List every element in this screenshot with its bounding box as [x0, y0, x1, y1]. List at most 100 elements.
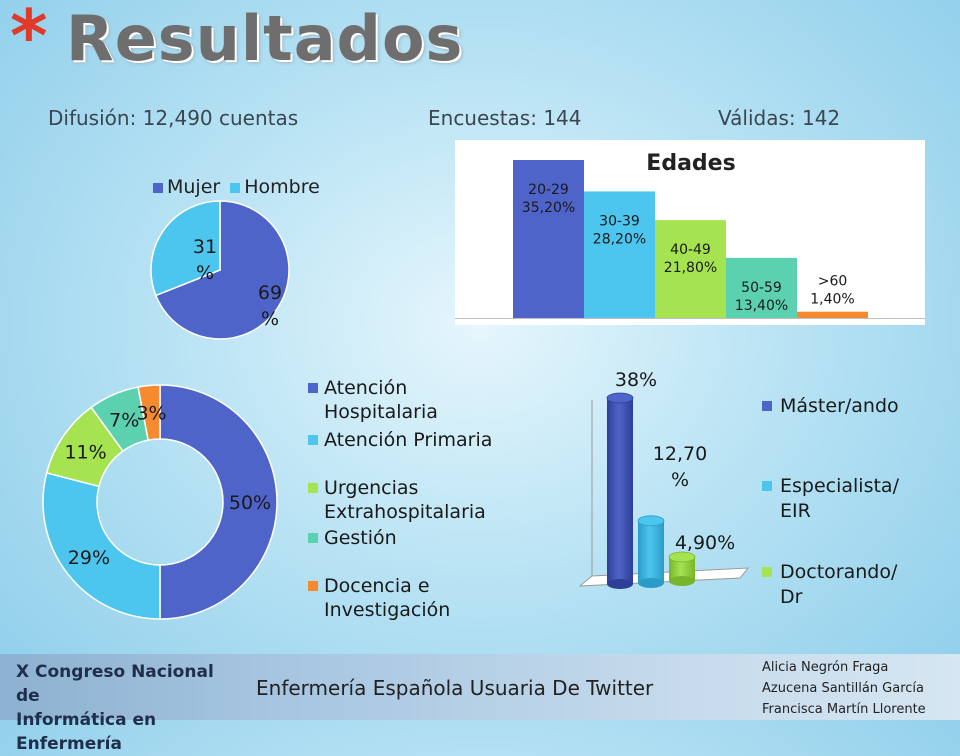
category-label: >60	[818, 274, 848, 290]
legend-label-line: Hospitalaria	[324, 401, 438, 423]
cylinder-body	[607, 398, 633, 584]
legend-item: Atención Hospitalaria	[306, 376, 556, 424]
category-label: 20-29	[528, 182, 569, 198]
legend-item: Gestión	[306, 526, 556, 550]
legend-item: Doctorando/Dr	[762, 560, 952, 610]
data-label: 4,90%	[675, 532, 735, 554]
legend-label: Máster/ando	[780, 394, 952, 419]
legend-swatch	[230, 183, 241, 193]
data-label: 31	[193, 236, 217, 258]
legend-label-line: Especialista/	[780, 475, 899, 497]
logo-line-2: Informática en Enfermería	[16, 710, 157, 754]
cylinder-bar	[668, 551, 696, 586]
legend-swatch	[308, 533, 318, 543]
donut-slice	[42, 471, 161, 620]
legend-item: Urgencias Extrahospitalaria	[306, 476, 556, 524]
edades-bar-chart: Edades 20-29 35,20% 30-39 28,20% 40-49 21,80% 5…	[455, 140, 925, 325]
asterisk-icon: *	[10, 0, 48, 78]
cylinder-bar	[606, 392, 634, 589]
legend-label-line: Investigación	[324, 599, 451, 621]
data-label: %	[671, 469, 689, 491]
legend-label-line: Docencia e	[324, 575, 430, 597]
legend-label-line: Gestión	[324, 527, 397, 549]
author-name: Francisca Martín Llorente	[762, 702, 926, 717]
category-label: 30-39	[599, 213, 640, 229]
data-label: 21,80%	[664, 260, 717, 276]
cylinder-top	[668, 551, 696, 563]
legend-label-mujer: Mujer	[167, 176, 221, 198]
footer-subtitle: Enfermería Española Usuaria De Twitter	[256, 676, 654, 700]
bar	[655, 220, 726, 318]
data-label: 11%	[64, 441, 106, 463]
legend-item: Especialista/EIR	[762, 474, 952, 524]
bar	[797, 311, 868, 318]
cylinder-top	[606, 392, 634, 404]
cylinder-bottom	[669, 576, 695, 586]
legend-swatch	[308, 483, 318, 493]
bar	[513, 160, 584, 318]
legend-swatch	[762, 481, 772, 491]
data-label: 29%	[68, 547, 110, 569]
data-label: %	[196, 262, 214, 284]
cylinder-body	[638, 520, 664, 583]
legend-label-line: Atención	[324, 377, 408, 399]
congress-logo: X Congreso Nacional de Informática en En…	[8, 660, 221, 754]
cylinder-bottom	[638, 578, 664, 588]
legend-label-line: Dr	[780, 586, 803, 608]
legend-swatch	[762, 567, 772, 577]
legend-item: Docencia e Investigación	[306, 574, 556, 622]
legend-label: Atención Primaria	[324, 428, 556, 452]
cylinder-top	[637, 515, 665, 527]
legend-label-hombre: Hombre	[244, 176, 320, 198]
cylinder-bar	[637, 515, 665, 588]
pie-slice	[154, 200, 290, 340]
sexo-pie-chart: 69% 31%	[150, 200, 290, 340]
cylinder-bottom	[607, 579, 633, 589]
slide-title: Resultados	[66, 2, 464, 75]
stat-validas: Válidas: 142	[718, 106, 841, 130]
data-label: 3%	[136, 402, 166, 424]
donut-slice	[159, 384, 278, 620]
legend-swatch	[762, 401, 772, 411]
data-label: %	[261, 308, 279, 330]
sexo-legend: Mujer Hombre	[153, 176, 320, 198]
legend-label: Urgencias Extrahospitalaria	[324, 476, 556, 524]
legend-label: Gestión	[324, 526, 556, 550]
legend-swatch	[153, 183, 163, 193]
author-name: Azucena Santillán García	[762, 681, 924, 696]
stat-difusion: Difusión: 12,490 cuentas	[48, 106, 299, 130]
ambito-donut-chart: 50% 29% 11%7%3%	[42, 384, 278, 620]
stat-encuestas: Encuestas: 144	[428, 106, 582, 130]
legend-label-line: Urgencias	[324, 477, 419, 499]
formacion-cylinder-chart: 38% 12,70% 4,90%	[578, 369, 750, 589]
legend-swatch	[308, 383, 318, 393]
category-label: 40-49	[670, 242, 711, 258]
pie-slice	[150, 200, 221, 297]
data-label: 35,20%	[522, 200, 575, 216]
data-label: 38%	[615, 369, 657, 391]
donut-slice	[137, 384, 161, 441]
chart-title: Edades	[646, 151, 735, 176]
data-label: 12,70	[653, 443, 707, 465]
data-label: 50%	[229, 492, 271, 514]
legend-item: Atención Primaria	[306, 428, 556, 452]
legend-item: Máster/ando	[762, 394, 952, 419]
category-label: 50-59	[741, 280, 782, 296]
authors-list: Alicia Negrón Fraga Azucena Santillán Ga…	[762, 657, 926, 720]
data-label: 28,20%	[593, 231, 646, 247]
data-label: 7%	[109, 409, 139, 431]
cylinder-body	[669, 557, 695, 581]
legend-label-line: EIR	[780, 500, 811, 522]
legend-label-line: Máster/ando	[780, 395, 899, 417]
legend-swatch	[308, 435, 318, 445]
legend-label-line: Atención Primaria	[324, 429, 493, 451]
author-name: Alicia Negrón Fraga	[762, 660, 889, 675]
data-label: 1,40%	[810, 292, 854, 308]
legend-swatch	[308, 581, 318, 591]
legend-label: Atención Hospitalaria	[324, 376, 556, 424]
legend-label: Doctorando/Dr	[780, 560, 952, 610]
data-label: 69	[258, 282, 282, 304]
legend-label-line: Extrahospitalaria	[324, 501, 486, 523]
footer-band	[0, 654, 960, 720]
legend-label: Docencia e Investigación	[324, 574, 556, 622]
